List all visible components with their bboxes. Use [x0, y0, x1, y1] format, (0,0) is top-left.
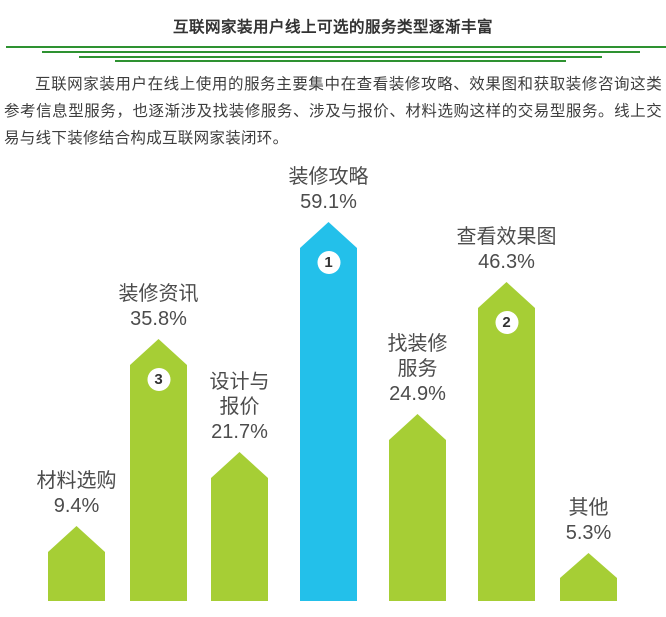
- bar-chart: 材料选购 9.4% 3 装修资讯 35.8% 设计与报价 21.7% 1 装修攻略 59.1% 找装…: [0, 165, 666, 601]
- bar-category-text: 查看效果图: [456, 226, 557, 248]
- bar-label-装修资讯: 装修资讯 35.8%: [119, 282, 199, 332]
- bar-找装修服务: [389, 414, 446, 601]
- bar-value-text: 59.1%: [300, 191, 357, 213]
- bar-category-text: 找装修: [387, 333, 448, 355]
- bar-category-text: 材料选购: [36, 470, 117, 492]
- bar-查看效果图: [478, 282, 535, 601]
- bar-group-其他: 其他 5.3%: [560, 497, 617, 601]
- bar-value-text: 46.3%: [478, 251, 535, 273]
- bar-group-查看效果图: 2 查看效果图 46.3%: [457, 226, 557, 601]
- bar-group-装修资讯: 3 装修资讯 35.8%: [119, 283, 199, 601]
- title-divider-line: [42, 51, 640, 53]
- bar-label-装修攻略: 装修攻略 59.1%: [289, 165, 369, 215]
- title-divider-line: [115, 60, 566, 62]
- bar-value-text: 21.7%: [211, 421, 268, 443]
- rank-badge-2: 2: [495, 311, 518, 334]
- bar-group-设计与报价: 设计与报价 21.7%: [210, 371, 270, 601]
- bar-group-材料选购: 材料选购 9.4%: [37, 470, 117, 601]
- bar-category-text: 服务: [397, 358, 438, 380]
- bar-category-text: 装修攻略: [288, 166, 369, 188]
- bar-value-text: 35.8%: [130, 308, 187, 330]
- rank-badge-1: 1: [317, 251, 340, 274]
- article-paragraph: 互联网家装用户在线上使用的服务主要集中在查看装修攻略、效果图和获取装修咨询这类参…: [4, 76, 662, 147]
- bar-label-其他: 其他 5.3%: [566, 496, 612, 546]
- bar-材料选购: [48, 526, 105, 601]
- bar-label-设计与报价: 设计与报价 21.7%: [210, 370, 270, 445]
- bar-category-text: 其他: [568, 497, 609, 519]
- bar-label-材料选购: 材料选购 9.4%: [37, 469, 117, 519]
- bar-category-text: 报价: [219, 396, 260, 418]
- bar-label-找装修服务: 找装修服务 24.9%: [388, 332, 448, 407]
- bar-category-text: 设计与: [209, 371, 270, 393]
- bar-其他: [560, 553, 617, 601]
- bar-group-装修攻略: 1 装修攻略 59.1%: [289, 166, 369, 601]
- page-title: 互联网家装用户线上可选的服务类型逐渐丰富: [172, 19, 493, 36]
- bar-category-text: 装修资讯: [118, 283, 199, 305]
- bar-装修攻略: [300, 222, 357, 601]
- bar-label-查看效果图: 查看效果图 46.3%: [457, 225, 557, 275]
- title-divider-line: [6, 46, 666, 48]
- bar-value-text: 9.4%: [53, 495, 100, 517]
- bar-group-找装修服务: 找装修服务 24.9%: [388, 333, 448, 601]
- title-divider-line: [79, 56, 602, 58]
- bar-value-text: 24.9%: [389, 383, 446, 405]
- bar-设计与报价: [211, 452, 268, 601]
- bar-value-text: 5.3%: [565, 522, 612, 544]
- rank-badge-3: 3: [147, 368, 170, 391]
